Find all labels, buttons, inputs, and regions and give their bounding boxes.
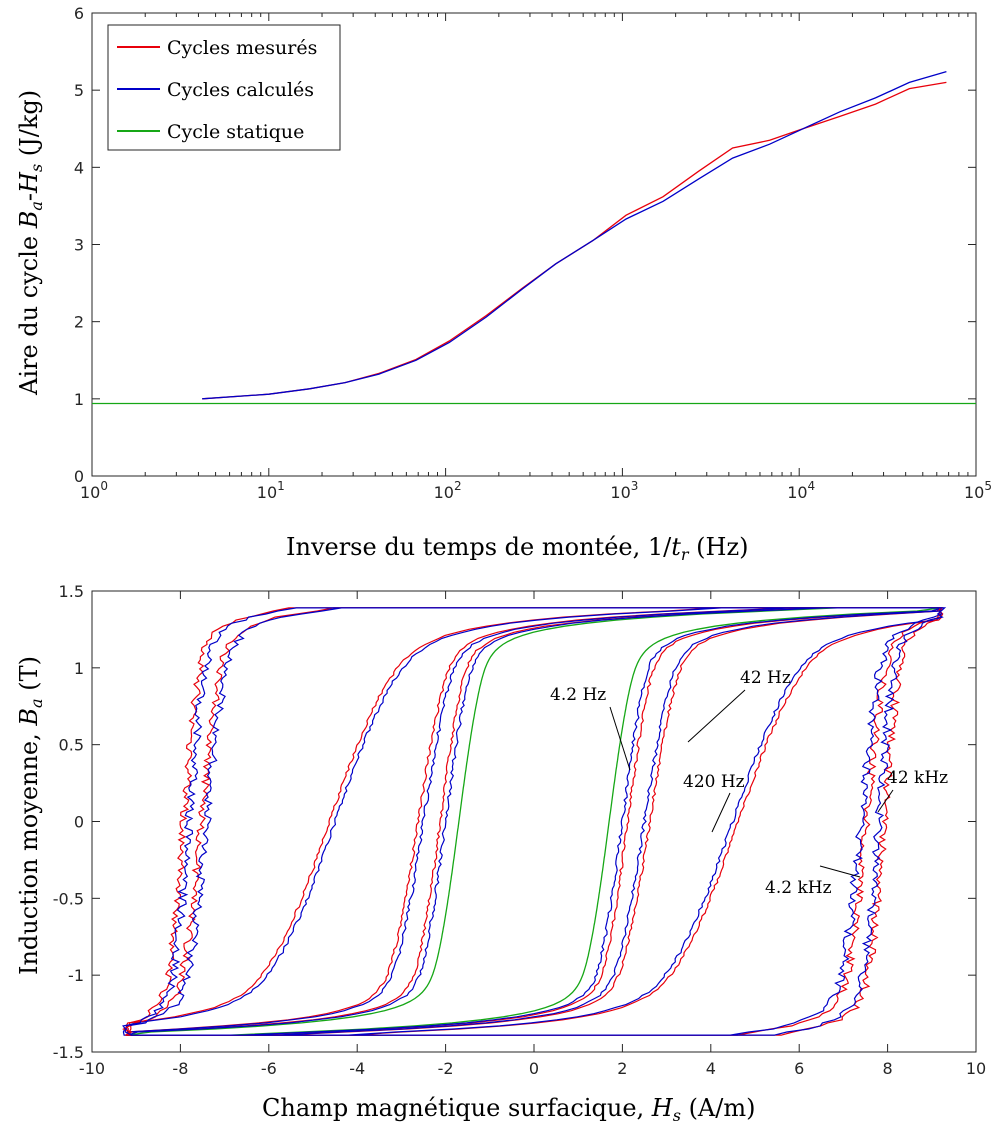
top-y-tick-label: 4 bbox=[74, 158, 84, 177]
legend-label-calcules: Cycles calculés bbox=[167, 79, 314, 101]
bottom-chart: -10 -8 -6 -4 -2 0 2 4 6 8 10 -1.5 -1 -0.5 0 0.5 1 1.5 4.2… bbox=[15, 582, 986, 1125]
bottom-y-tick-label: 1 bbox=[74, 659, 84, 678]
bottom-y-tick-label: -1.5 bbox=[53, 1043, 84, 1062]
top-y-axis-label: Aire du cycle Ba-Hs (J/kg) bbox=[15, 90, 46, 396]
annotation-leader bbox=[819, 865, 861, 878]
annotation-label: 42 Hz bbox=[740, 668, 791, 688]
annotation-leader bbox=[877, 789, 894, 813]
bottom-x-tick-label: -4 bbox=[349, 1059, 365, 1078]
annotation-leader bbox=[687, 689, 746, 743]
top-x-tick-label: 103 bbox=[610, 479, 638, 502]
bottom-y-tick-label: -0.5 bbox=[53, 889, 84, 908]
bottom-x-tick-label: 10 bbox=[966, 1059, 986, 1078]
bottom-x-tick-label: -2 bbox=[438, 1059, 454, 1078]
top-x-tick-label: 102 bbox=[434, 479, 462, 502]
annotation-leader bbox=[711, 792, 731, 833]
top-ticks: 100 101 102 103 104 105 0 1 2 3 4 5 6 bbox=[74, 4, 992, 502]
measured-loop-4 bbox=[122, 607, 943, 1036]
bottom-annotations: 4.2 Hz 42 Hz 420 Hz 4.2 kHz 42 kHz bbox=[550, 668, 948, 898]
top-y-tick-label: 6 bbox=[74, 4, 84, 23]
annotation-label: 4.2 kHz bbox=[765, 878, 832, 898]
legend-label-statique: Cycle statique bbox=[167, 121, 304, 143]
bottom-plot-frame bbox=[91, 590, 977, 1053]
bottom-x-tick-label: -10 bbox=[79, 1059, 105, 1078]
bottom-x-tick-label: 2 bbox=[617, 1059, 627, 1078]
top-y-tick-label: 3 bbox=[74, 236, 84, 255]
bottom-y-tick-label: 0 bbox=[74, 813, 84, 832]
annotation-label: 42 kHz bbox=[887, 768, 948, 788]
annotation-leader bbox=[609, 706, 631, 771]
bottom-x-tick-label: 6 bbox=[794, 1059, 804, 1078]
bottom-y-tick-label: -1 bbox=[68, 966, 84, 985]
top-x-tick-label: 100 bbox=[80, 479, 108, 502]
bottom-y-axis-label: Induction moyenne, Ba (T) bbox=[15, 656, 46, 975]
legend-box bbox=[107, 24, 341, 151]
top-x-tick-label: 101 bbox=[257, 479, 285, 502]
top-x-axis-label: Inverse du temps de montée, 1/tr (Hz) bbox=[286, 533, 748, 564]
bottom-ticks: -10 -8 -6 -4 -2 0 2 4 6 8 10 -1.5 -1 -0.5 0 0.5 1 1.5 bbox=[53, 582, 986, 1078]
bottom-x-tick-label: 8 bbox=[883, 1059, 893, 1078]
legend-label-mesures: Cycles mesurés bbox=[167, 37, 317, 59]
top-x-tick-label: 105 bbox=[964, 479, 992, 502]
top-y-tick-label: 1 bbox=[74, 390, 84, 409]
bottom-x-tick-label: 4 bbox=[706, 1059, 716, 1078]
bottom-x-axis-label: Champ magnétique surfacique, Hs (A/m) bbox=[262, 1094, 755, 1125]
top-y-tick-label: 2 bbox=[74, 313, 84, 332]
bottom-y-tick-label: 1.5 bbox=[59, 582, 84, 601]
annotation-label: 4.2 Hz bbox=[550, 685, 606, 705]
bottom-series bbox=[122, 607, 947, 1036]
top-y-tick-label: 0 bbox=[74, 467, 84, 486]
top-series bbox=[92, 70, 976, 405]
bottom-x-tick-label: 0 bbox=[529, 1059, 539, 1078]
top-x-tick-label: 104 bbox=[787, 479, 815, 502]
computed-loop-4 bbox=[122, 607, 947, 1036]
legend: Cycles mesurés Cycles calculés Cycle sta… bbox=[107, 24, 341, 151]
annotation-label: 420 Hz bbox=[683, 772, 745, 792]
top-y-tick-label: 5 bbox=[74, 81, 84, 100]
bottom-x-tick-label: -8 bbox=[172, 1059, 188, 1078]
top-series-line-1 bbox=[202, 70, 947, 400]
top-chart: 100 101 102 103 104 105 0 1 2 3 4 5 6 Cycles mesurés… bbox=[15, 4, 992, 564]
bottom-x-tick-label: -6 bbox=[261, 1059, 277, 1078]
bottom-y-tick-label: 0.5 bbox=[59, 736, 84, 755]
